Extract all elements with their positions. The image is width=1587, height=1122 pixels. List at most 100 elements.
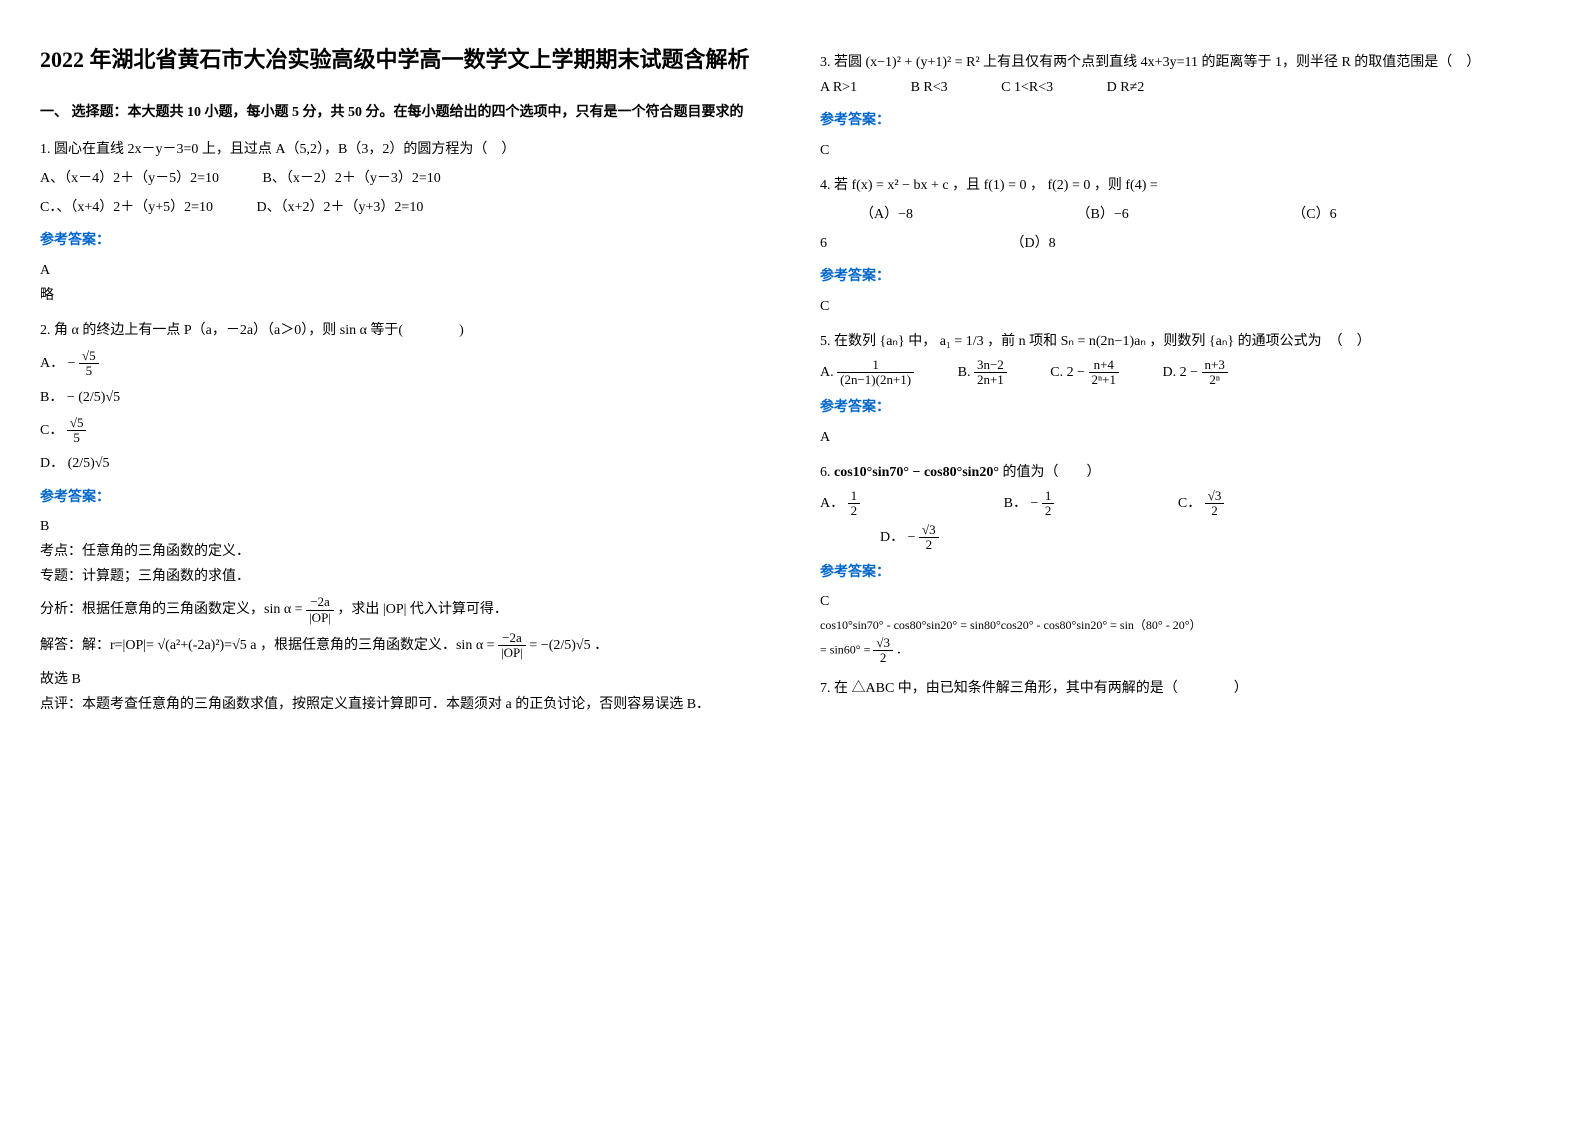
q2-jd-frac: −2a |OP| — [498, 631, 526, 661]
q5-optC-num: n+4 — [1089, 358, 1119, 373]
question-4: 4. 若 f(x) = x² − bx + c ，且 f(1) = 0 ， f(… — [820, 173, 1540, 319]
q4-optC: （C）6 — [1292, 202, 1336, 227]
q4-stem-mid2: ， — [1030, 178, 1044, 193]
q1-optA: A、（x－4）2＋（y－5）2=10 — [40, 166, 219, 191]
q1-optD: D、（x+2）2＋（y+3）2=10 — [257, 195, 424, 220]
q7-stem-suffix: 中，由已知条件解三角形，其中有两解的是（ ） — [898, 681, 1248, 696]
q6-work2: = sin60° = √3 2 ． — [820, 636, 1540, 666]
q2-optA-prefix: A． — [40, 356, 64, 371]
q5-optA-prefix: A. — [820, 365, 834, 380]
q2-optA-num: √5 — [79, 349, 99, 364]
q2-optC: C． √5 5 — [40, 416, 760, 446]
q5-stem-suffix: 的通项公式为 （ ） — [1238, 334, 1371, 349]
q4-optD: （D）8 — [1011, 231, 1056, 256]
q6-work2-suffix: ． — [896, 643, 908, 657]
q2-jd-end: ． — [594, 638, 608, 653]
q5-optC: C. 2 − n+4 2ⁿ+1 — [1050, 358, 1119, 388]
q5-stem-mid3: ，则数列 — [1149, 334, 1209, 349]
q6-optA: A． 1 2 — [820, 489, 860, 519]
q3-stem-suffix: 上有且仅有两个点到直线 4x+3y=11 的距离等于 1，则半径 R 的取值范围… — [983, 55, 1480, 70]
q5-optC-den: 2ⁿ+1 — [1089, 373, 1119, 387]
q2-optB-math: − (2/5)√5 — [67, 390, 120, 405]
q4-optA: （A）−8 — [860, 202, 913, 227]
q3-stem-math: (x−1)² + (y+1)² = R² — [866, 55, 980, 70]
q2-optA-frac: √5 5 — [79, 349, 99, 379]
q2-fx-num: −2a — [306, 595, 334, 610]
q5-optD: D. 2 − n+3 2ⁿ — [1162, 358, 1227, 388]
q6-optC: C． √3 2 — [1178, 489, 1224, 519]
q5-stem-sn: Sₙ = n(2n−1)aₙ — [1061, 334, 1146, 349]
q5-optA-num: 1 — [837, 358, 914, 373]
q3-optC: C 1<R<3 — [1001, 75, 1053, 100]
q6-optB-prefix: B． — [1004, 496, 1027, 511]
q6-work1: cos10°sin70° - cos80°sin20° = sin80°cos2… — [820, 615, 1540, 637]
q2-jd: 解答：解：r=|OP|= √(a²+(-2a)²)=√5 a ，根据任意角的三角… — [40, 631, 760, 661]
q2-fx: 分析：根据任意角的三角函数定义，sin α = −2a |OP| ，求出 |OP… — [40, 595, 760, 625]
q2-jd-mid: ，根据任意角的三角函数定义．sin α = — [260, 638, 495, 653]
q6-optC-prefix: C． — [1178, 496, 1201, 511]
q4-stem-mid1: ，且 — [952, 178, 984, 193]
q1-stem: 1. 圆心在直线 2x－y－3=0 上，且过点 A（5,2），B（3，2）的圆方… — [40, 137, 760, 162]
q3-stem-prefix: 3. 若圆 — [820, 55, 862, 70]
q6-optA-prefix: A． — [820, 496, 844, 511]
q1-options-row2: C．、（x+4）2＋（y+5）2=10 D、（x+2）2＋（y+3）2=10 — [40, 195, 760, 220]
q5-optB-den: 2n+1 — [974, 373, 1007, 387]
q6-optD-frac: √3 2 — [919, 523, 939, 553]
q4-stem-f: f(x) = x² − bx + c — [852, 178, 949, 193]
q4-stem-q: f(4) = — [1125, 178, 1157, 193]
q2-fx-suffix: ，求出 |OP| 代入计算可得． — [337, 602, 508, 617]
q6-answer: C — [820, 589, 1540, 614]
q6-work2-frac: √3 2 — [873, 636, 893, 666]
q5-optD-prefix: D. — [1162, 365, 1176, 380]
q4-optC-text: 6 — [820, 231, 827, 256]
q2-jd-eq: = — [529, 638, 537, 653]
q6-options-row2: D． − √3 2 — [880, 523, 1540, 553]
q6-stem: 6. cos10°sin70° − cos80°sin20° 的值为（ ） — [820, 460, 1540, 485]
q2-optC-prefix: C． — [40, 423, 63, 438]
q2-optB: B． − (2/5)√5 — [40, 385, 760, 410]
q6-optD: D． − √3 2 — [880, 523, 939, 553]
page: 2022 年湖北省黄石市大冶实验高级中学高一数学文上学期期末试题含解析 一、 选… — [40, 40, 1540, 727]
question-3: 3. 若圆 (x−1)² + (y+1)² = R² 上有且仅有两个点到直线 4… — [820, 50, 1540, 163]
q6-optB-neg: − — [1030, 496, 1038, 511]
q1-optC: C．、（x+4）2＋（y+5）2=10 — [40, 195, 213, 220]
q4-answer: C — [820, 294, 1540, 319]
q2-optD: D． (2/5)√5 — [40, 451, 760, 476]
q6-optA-frac: 1 2 — [848, 489, 861, 519]
question-1: 1. 圆心在直线 2x－y－3=0 上，且过点 A（5,2），B（3，2）的圆方… — [40, 137, 760, 308]
q6-optD-den: 2 — [919, 538, 939, 552]
q6-optB-num: 1 — [1042, 489, 1055, 504]
question-5: 5. 在数列 {aₙ} 中， a₁ = 1/3 ，前 n 项和 Sₙ = n(2… — [820, 329, 1540, 450]
q5-stem-prefix: 5. 在数列 — [820, 334, 880, 349]
q2-optA: A． − √5 5 — [40, 349, 760, 379]
q5-optC-frac: n+4 2ⁿ+1 — [1089, 358, 1119, 388]
q5-optD-frac: n+3 2ⁿ — [1202, 358, 1228, 388]
q6-work2-den: 2 — [873, 651, 893, 665]
q5-optB-num: 3n−2 — [974, 358, 1007, 373]
q2-optA-neg: − — [68, 356, 76, 371]
q6-optD-neg: − — [908, 530, 916, 545]
q3-answer: C — [820, 138, 1540, 163]
q1-optB: B、（x－2）2＋（y－3）2=10 — [263, 166, 441, 191]
q5-optB: B. 3n−2 2n+1 — [958, 358, 1007, 388]
q6-stem-math: cos10°sin70° − cos80°sin20° — [834, 465, 999, 480]
q5-optD-den: 2ⁿ — [1202, 373, 1228, 387]
q5-options: A. 1 (2n−1)(2n+1) B. 3n−2 2n+1 C. 2 − — [820, 358, 1540, 388]
q2-fx-den: |OP| — [306, 611, 334, 625]
q2-jd-prefix: 解答：解：r=|OP|= — [40, 638, 154, 653]
q6-stem-suffix: 的值为（ ） — [1002, 465, 1100, 480]
q4-stem-c1: f(1) = 0 — [984, 178, 1027, 193]
q2-dp: 点评：本题考查任意角的三角函数求值，按照定义直接计算即可．本题须对 a 的正负讨… — [40, 692, 760, 717]
section1-heading: 一、 选择题：本大题共 10 小题，每小题 5 分，共 50 分。在每小题给出的… — [40, 100, 760, 125]
q2-optD-math: (2/5)√5 — [68, 456, 110, 471]
q6-optC-den: 2 — [1205, 504, 1225, 518]
question-6: 6. cos10°sin70° − cos80°sin20° 的值为（ ） A．… — [820, 460, 1540, 666]
q6-optC-num: √3 — [1205, 489, 1225, 504]
q4-answer-label: 参考答案： — [820, 264, 1540, 289]
q4-optB: （B）−6 — [1077, 202, 1129, 227]
question-2: 2. 角 α 的终边上有一点 P（a，－2a）（a＞0），则 sin α 等于(… — [40, 318, 760, 717]
q7-stem-tri: △ABC — [852, 681, 895, 696]
q6-optD-prefix: D． — [880, 530, 904, 545]
q6-stem-prefix: 6. — [820, 465, 834, 480]
q2-optC-num: √5 — [67, 416, 87, 431]
